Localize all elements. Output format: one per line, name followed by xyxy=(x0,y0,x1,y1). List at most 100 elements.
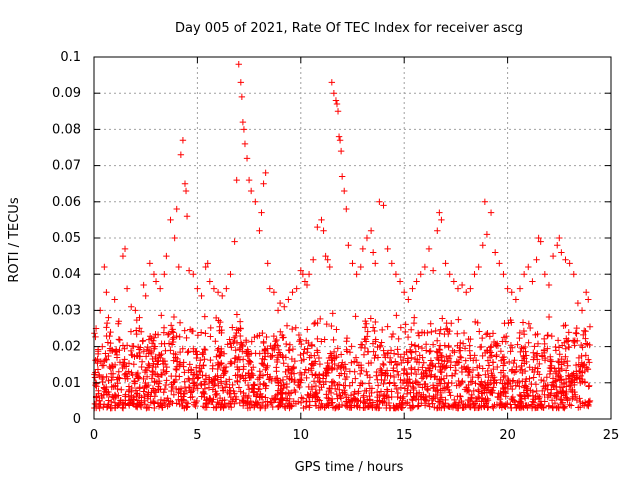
data-point xyxy=(178,396,186,403)
data-point xyxy=(299,395,307,402)
data-point xyxy=(176,319,184,326)
data-point xyxy=(225,399,233,407)
data-point xyxy=(429,341,437,348)
data-point xyxy=(104,401,112,409)
data-point xyxy=(341,361,349,368)
data-point xyxy=(304,348,311,356)
data-point xyxy=(332,404,339,411)
data-point xyxy=(235,384,243,391)
data-point xyxy=(463,289,470,296)
data-point xyxy=(454,330,461,337)
data-point xyxy=(245,386,253,393)
data-point xyxy=(260,338,267,345)
data-point xyxy=(586,397,594,405)
data-point xyxy=(157,385,164,393)
data-point xyxy=(392,271,400,278)
data-point xyxy=(577,379,584,387)
data-point xyxy=(309,371,316,378)
data-point xyxy=(554,337,562,344)
data-point xyxy=(224,341,231,348)
data-point xyxy=(427,347,434,355)
data-point xyxy=(337,393,344,401)
data-point xyxy=(142,366,149,374)
data-point xyxy=(273,336,280,344)
data-point xyxy=(296,383,303,391)
data-point xyxy=(401,289,408,296)
y-tick-label: 0.03 xyxy=(52,303,81,318)
data-point xyxy=(181,180,189,187)
data-point xyxy=(269,352,276,359)
data-point xyxy=(560,379,568,387)
data-point xyxy=(221,370,228,377)
data-point xyxy=(401,365,408,373)
data-point xyxy=(94,402,102,410)
data-point xyxy=(136,385,143,392)
data-point xyxy=(239,356,247,363)
data-point xyxy=(278,390,285,397)
data-point xyxy=(347,392,355,399)
data-point xyxy=(471,271,478,278)
data-point xyxy=(143,404,150,412)
data-point xyxy=(544,345,551,352)
data-point xyxy=(233,377,241,385)
data-point xyxy=(581,327,588,334)
data-point xyxy=(479,334,486,342)
data-point xyxy=(556,383,564,391)
data-point xyxy=(281,403,288,410)
data-point xyxy=(497,348,505,355)
data-point xyxy=(109,393,116,400)
data-point xyxy=(185,267,193,274)
data-point xyxy=(505,377,512,384)
y-tick-label: 0 xyxy=(73,412,81,427)
data-point xyxy=(559,387,567,395)
data-point xyxy=(103,373,110,380)
data-point xyxy=(181,327,188,334)
data-point xyxy=(199,350,207,358)
data-point xyxy=(311,319,319,327)
data-point xyxy=(273,364,280,371)
data-point xyxy=(522,378,529,385)
data-point xyxy=(480,402,487,409)
data-point xyxy=(232,347,239,354)
data-point xyxy=(97,358,105,365)
data-point xyxy=(143,373,151,380)
data-point xyxy=(123,342,131,349)
data-point xyxy=(530,374,537,381)
data-point xyxy=(581,367,588,375)
data-point xyxy=(227,360,234,367)
data-point xyxy=(420,373,427,381)
data-point xyxy=(105,377,112,384)
data-point xyxy=(233,176,240,184)
data-point xyxy=(559,399,566,406)
data-point xyxy=(582,289,590,296)
data-point xyxy=(134,400,141,408)
data-point xyxy=(186,361,193,368)
data-point xyxy=(212,404,220,412)
data-point xyxy=(549,252,557,260)
data-point xyxy=(421,402,429,409)
data-point xyxy=(141,384,148,391)
data-point xyxy=(197,357,204,364)
data-point xyxy=(276,299,284,307)
data-point xyxy=(247,359,254,366)
data-point xyxy=(534,340,542,347)
data-point xyxy=(288,402,295,409)
data-point xyxy=(519,369,526,377)
data-point xyxy=(363,333,371,340)
data-point xyxy=(176,348,184,356)
data-point xyxy=(257,371,265,379)
data-point xyxy=(134,397,142,404)
data-point xyxy=(155,351,163,359)
data-point xyxy=(452,362,459,369)
data-point xyxy=(548,332,555,340)
data-point xyxy=(504,375,512,383)
data-point xyxy=(170,313,178,321)
data-point xyxy=(337,147,345,155)
data-point xyxy=(393,312,400,319)
data-point xyxy=(359,245,367,253)
data-point xyxy=(542,383,549,390)
data-point xyxy=(277,396,284,403)
data-point xyxy=(572,329,579,337)
data-point xyxy=(346,368,354,375)
data-point xyxy=(115,336,123,343)
